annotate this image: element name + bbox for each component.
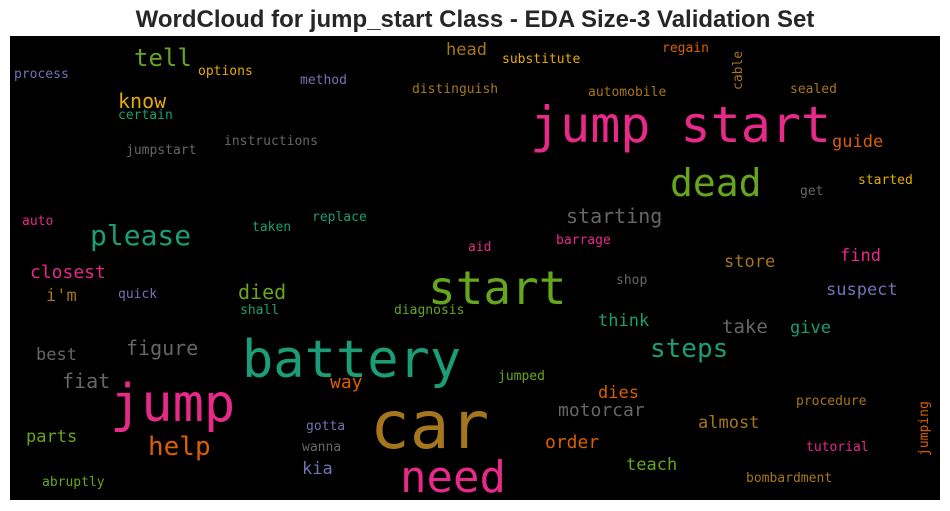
word-help: help xyxy=(148,432,211,462)
word-certain: certain xyxy=(118,108,173,123)
wordcloud-canvas: jump start car battery jump start need dead ple… xyxy=(10,36,940,500)
word-need: need xyxy=(400,452,506,500)
word-guide: guide xyxy=(832,132,884,152)
word-taken: taken xyxy=(252,220,292,235)
word-find: find xyxy=(840,246,881,266)
word-gotta: gotta xyxy=(306,419,346,434)
word-quick: quick xyxy=(118,287,158,302)
word-auto: auto xyxy=(22,214,54,229)
word-jumpstart: jumpstart xyxy=(126,143,197,158)
word-almost: almost xyxy=(698,413,760,433)
word-best: best xyxy=(36,345,77,365)
word-i-m: i'm xyxy=(46,286,77,306)
word-order: order xyxy=(545,432,600,453)
word-shop: shop xyxy=(616,273,648,288)
word-take: take xyxy=(722,316,768,338)
word-head: head xyxy=(446,40,487,60)
word-jumping: jumping xyxy=(917,401,932,456)
word-procedure: procedure xyxy=(796,394,867,409)
word-store: store xyxy=(724,252,776,272)
word-options: options xyxy=(198,64,253,79)
word-fiat: fiat xyxy=(62,369,111,393)
word-died: died xyxy=(238,280,287,304)
word-jumped: jumped xyxy=(498,369,545,384)
word-cable: cable xyxy=(731,50,746,90)
word-started: started xyxy=(858,173,913,188)
word-figure: figure xyxy=(126,336,199,360)
word-tell: tell xyxy=(134,44,192,72)
word-parts: parts xyxy=(26,427,78,447)
word-automobile: automobile xyxy=(588,85,667,100)
word-car: car xyxy=(370,387,490,464)
word-give: give xyxy=(790,318,831,338)
chart-title: WordCloud for jump_start Class - EDA Siz… xyxy=(135,6,815,33)
word-suspect: suspect xyxy=(826,280,898,300)
word-dead: dead xyxy=(670,161,762,205)
word-motorcar: motorcar xyxy=(558,400,645,421)
word-tutorial: tutorial xyxy=(806,440,869,455)
word-substitute: substitute xyxy=(502,52,581,67)
word-way: way xyxy=(330,372,363,393)
word-jump: jump xyxy=(110,374,236,434)
word-distinguish: distinguish xyxy=(412,82,499,97)
word-aid: aid xyxy=(468,240,492,255)
word-know: know xyxy=(118,89,167,113)
word-starting: starting xyxy=(566,204,663,228)
word-steps: steps xyxy=(650,334,729,364)
word-replace: replace xyxy=(312,210,367,225)
word-kia: kia xyxy=(302,459,333,479)
word-start: start xyxy=(428,261,567,315)
word-regain: regain xyxy=(662,41,709,56)
word-wanna: wanna xyxy=(302,440,342,455)
word-method: method xyxy=(300,73,347,88)
word-please: please xyxy=(90,219,192,252)
word-teach: teach xyxy=(626,455,678,475)
word-battery: battery xyxy=(242,330,462,390)
word-dies: dies xyxy=(598,383,639,403)
word-diagnosis: diagnosis xyxy=(394,303,465,318)
word-jump-start: jump start xyxy=(530,96,832,154)
word-bombardment: bombardment xyxy=(746,471,833,486)
word-barrage: barrage xyxy=(556,233,611,248)
word-process: process xyxy=(14,67,69,82)
word-sealed: sealed xyxy=(790,82,837,97)
word-get: get xyxy=(800,184,824,199)
word-shall: shall xyxy=(240,303,280,318)
word-think: think xyxy=(598,311,650,331)
word-abruptly: abruptly xyxy=(42,475,105,490)
word-instructions: instructions xyxy=(224,134,318,149)
word-closest: closest xyxy=(30,262,106,283)
